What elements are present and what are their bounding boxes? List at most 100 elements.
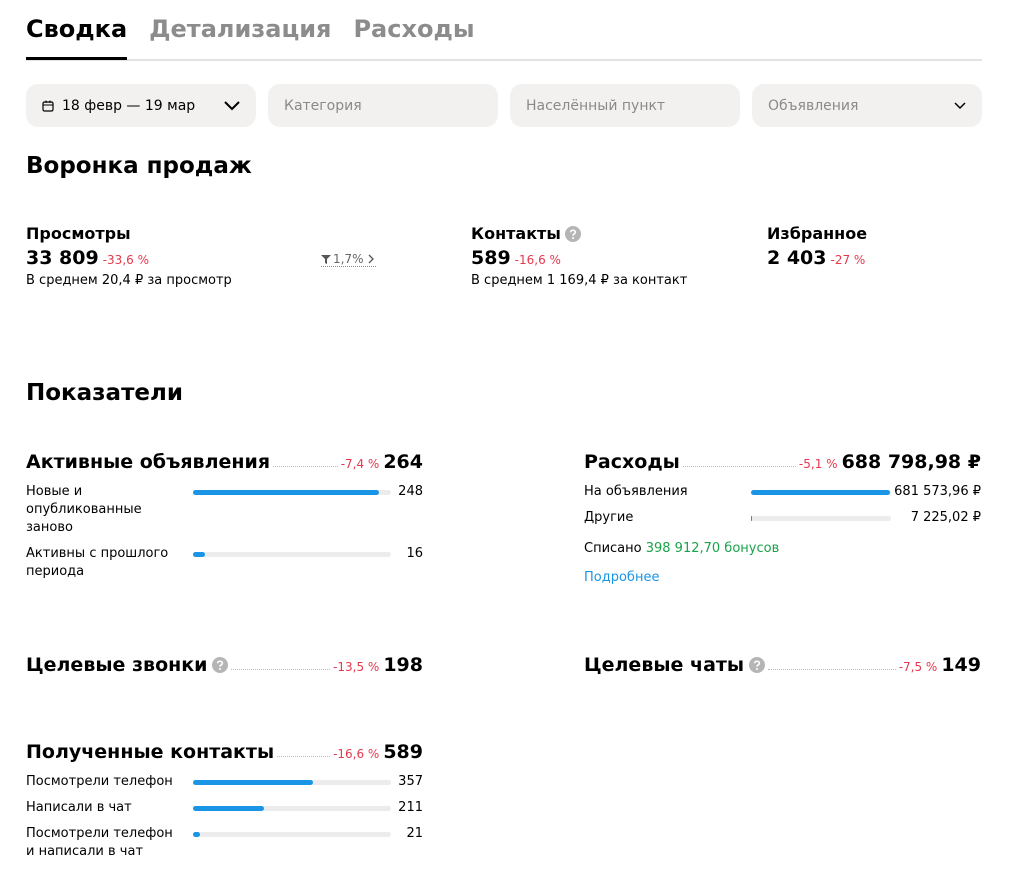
conversion[interactable]: 1,7% [321, 252, 376, 267]
metric-row: Посмотрели телефон 357 [26, 773, 423, 791]
metric-head: Целевые звонки -13,5 % 198 [26, 654, 423, 676]
period-wrap: 18 февр — 19 мар [42, 98, 195, 114]
metric-row: Посмотрели телефон и написали в чат 21 [26, 825, 423, 861]
ads-filter[interactable]: Объявления [752, 84, 982, 127]
funnel-value: 2 403 [767, 247, 827, 269]
tabs: Сводка Детализация Расходы [26, 10, 982, 61]
change: -7,4 % [340, 457, 380, 471]
help-icon[interactable] [749, 657, 766, 673]
leader [277, 755, 331, 757]
change: -16,6 % [333, 747, 380, 761]
funnel-item: Избранное 2 403 -27 % [767, 224, 867, 269]
locality-filter[interactable]: Населённый пункт [510, 84, 740, 127]
period-filter[interactable]: 18 февр — 19 мар [26, 84, 256, 127]
row-value: 248 [398, 484, 423, 499]
help-icon[interactable] [564, 225, 581, 242]
metric-title: Целевые чаты [584, 654, 745, 676]
tab[interactable]: Детализация [149, 15, 332, 43]
funnel-value-wrap: 33 809 -33,6 % [26, 247, 232, 269]
change: -5,1 % [798, 457, 838, 471]
row-value: 211 [398, 800, 423, 815]
metric-row: Другие 7 225,02 ₽ [584, 509, 981, 527]
funnel-name: Просмотры [26, 224, 131, 243]
bar-track [193, 490, 391, 495]
bar-track [193, 806, 391, 811]
placeholder: Объявления [768, 97, 859, 114]
period: 18 февр — 19 мар [62, 97, 196, 114]
change: -33,6 % [102, 253, 149, 267]
funnel-name: Контакты [471, 224, 561, 243]
placeholder: Категория [284, 97, 362, 114]
metric-row: Новые и опубликованные заново 248 [26, 483, 423, 537]
metric-block: Полученные контакты -16,6 % 589 Посмотрели … [26, 741, 423, 861]
tab[interactable]: Сводка [26, 10, 128, 60]
section-title: Воронка продаж [26, 153, 252, 179]
placeholder: Населённый пункт [526, 97, 666, 114]
chevron [224, 100, 240, 110]
bar [751, 516, 753, 521]
metric-title: Целевые звонки [26, 654, 208, 676]
written-off-label: Списано [584, 541, 642, 556]
row-value: 681 573,96 ₽ [894, 484, 981, 499]
metric-title: Полученные контакты [26, 741, 275, 763]
funnel-item: Просмотры 33 809 -33,6 % В среднем 20,4 ₽… [26, 224, 232, 288]
row-label: Активны с прошлого периода [26, 546, 169, 579]
funnel-value: 589 [471, 247, 511, 269]
help-icon[interactable] [212, 657, 229, 673]
metric-title: Активные объявления [26, 451, 271, 473]
bonuses: 398 912,70 бонусов [645, 541, 780, 556]
bar-track [751, 516, 891, 521]
metric-total: 264 [383, 451, 423, 473]
bar [193, 806, 264, 811]
metric-block: Активные объявления -7,4 % 264 Новые и опуб… [26, 451, 423, 581]
row-label: Посмотрели телефон [26, 774, 173, 789]
tab[interactable]: Расходы [353, 15, 475, 43]
more-link[interactable]: Подробнее [584, 570, 660, 585]
bar [193, 490, 379, 495]
row-value: 16 [406, 546, 423, 561]
funnel-name: Избранное [767, 224, 868, 243]
change: -27 % [830, 253, 866, 267]
written-off: Списано 398 912,70 бонусов [584, 541, 981, 556]
metric-title-wrap: Полученные контакты [26, 741, 274, 763]
metric-head: Расходы -5,1 % 688 798,98 ₽ [584, 451, 981, 473]
section-title: Показатели [26, 380, 183, 406]
bar [193, 780, 313, 785]
bar-track [193, 832, 391, 837]
funnel-name-wrap: Контакты [471, 224, 687, 243]
row-value: 7 225,02 ₽ [910, 510, 981, 525]
bar-track [193, 552, 391, 557]
row-label: Другие [584, 510, 634, 525]
funnel-value-wrap: 2 403 -27 % [767, 247, 867, 269]
row-label: На объявления [584, 484, 688, 499]
metric-title-wrap: Целевые чаты [584, 654, 766, 676]
metric-total: 688 798,98 ₽ [841, 451, 981, 473]
change: -13,5 % [333, 660, 380, 674]
row-label: Написали в чат [26, 800, 132, 815]
category-filter[interactable]: Категория [268, 84, 498, 127]
note: В среднем 1 169,4 ₽ за контакт [471, 273, 688, 288]
funnel-value-wrap: 589 -16,6 % [471, 247, 687, 269]
metric-head: Целевые чаты -7,5 % 149 [584, 654, 981, 676]
bar-track [193, 780, 391, 785]
metric-row: Написали в чат 211 [26, 799, 423, 817]
metric-total: 198 [383, 654, 423, 676]
note: В среднем 20,4 ₽ за просмотр [26, 273, 232, 288]
metric-title-wrap: Активные объявления [26, 451, 270, 473]
bar [193, 552, 205, 557]
leader [273, 465, 338, 467]
chevron [954, 101, 966, 109]
leader [682, 465, 796, 467]
bar [193, 832, 201, 837]
funnel-value: 33 809 [26, 247, 99, 269]
metric-title: Расходы [584, 451, 680, 473]
row-value: 21 [406, 826, 423, 841]
metric-row: Активны с прошлого периода 16 [26, 545, 423, 581]
metric-title-wrap: Целевые звонки [26, 654, 229, 676]
row-value: 357 [398, 774, 423, 789]
metric-head: Полученные контакты -16,6 % 589 [26, 741, 423, 763]
row-label: Новые и опубликованные заново [26, 484, 142, 535]
leader [768, 668, 896, 670]
bar-track [751, 490, 891, 495]
